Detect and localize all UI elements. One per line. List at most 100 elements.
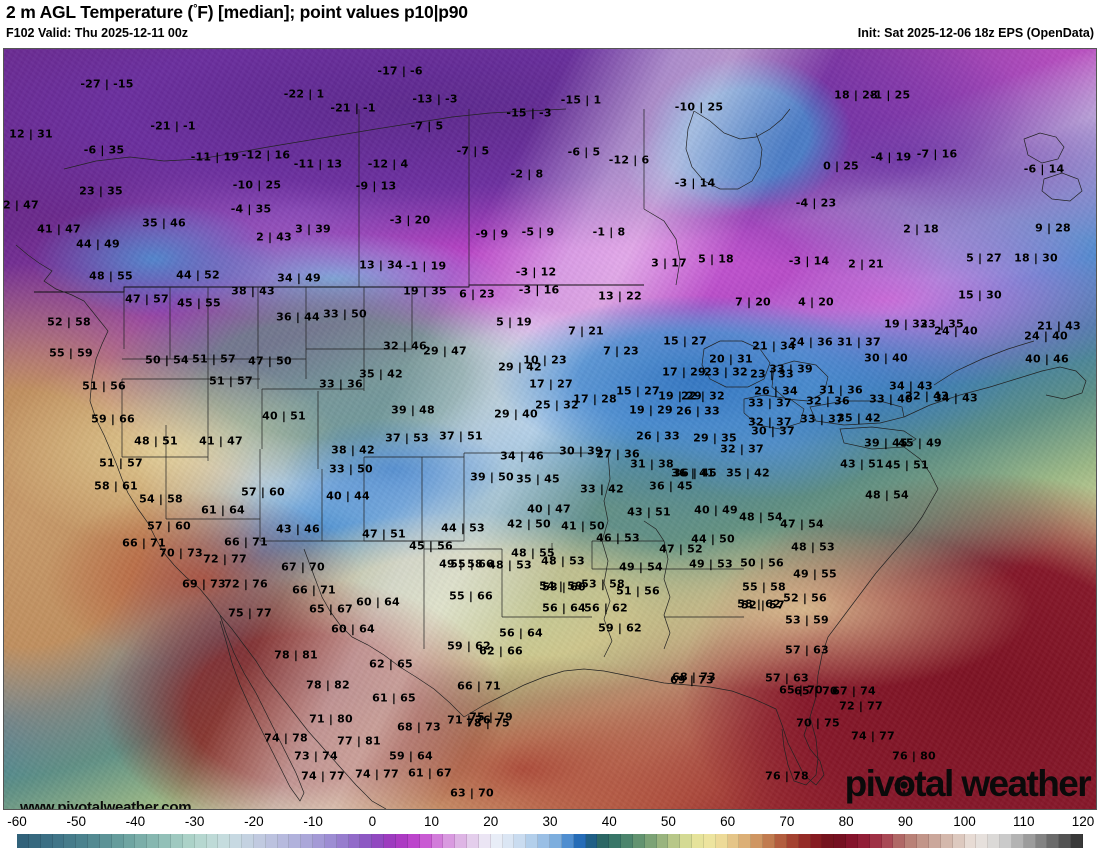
point-value: 42 | 47	[3, 198, 39, 212]
colorbar-cell	[609, 834, 622, 848]
colorbar-tick: 50	[660, 814, 676, 829]
point-value: -1 | 19	[405, 259, 447, 273]
point-value: 4 | 20	[798, 295, 834, 309]
colorbar-cell	[265, 834, 278, 848]
point-value: 51 | 57	[209, 374, 253, 388]
point-value: 48 | 51	[134, 434, 178, 448]
point-value: -3 | 14	[674, 176, 716, 190]
point-value: 36 | 45	[673, 466, 717, 480]
point-value: 59 | 64	[389, 749, 433, 763]
point-value: -10 | 25	[232, 178, 282, 192]
colorbar-tick: 100	[953, 814, 976, 829]
point-value: -12 | 6	[608, 153, 650, 167]
point-value: 9 | 28	[1035, 221, 1071, 235]
point-value: 40 | 49	[694, 503, 738, 517]
point-value: -1 | 25	[869, 88, 911, 102]
point-value: 44 | 53	[441, 521, 485, 535]
point-value: 33 | 50	[323, 307, 367, 321]
colorbar-cell	[751, 834, 764, 848]
point-value: 70 | 73	[159, 546, 203, 560]
point-value: 65 | 70	[779, 683, 823, 697]
point-value: 19 | 29	[629, 403, 673, 417]
point-value: 57 | 60	[241, 485, 285, 499]
colorbar-cell	[17, 834, 29, 848]
point-value: 71 | 80	[309, 712, 353, 726]
point-value: 54 | 58	[139, 492, 183, 506]
point-value: 20 | 31	[709, 352, 753, 366]
point-value: 61 | 64	[201, 503, 245, 517]
colorbar-tick: 20	[483, 814, 499, 829]
colorbar-tick: 0	[368, 814, 377, 829]
point-value: 26 | 34	[754, 384, 798, 398]
colorbar-cell	[194, 834, 207, 848]
point-value: 52 | 57	[741, 598, 785, 612]
colorbar-cell	[727, 834, 740, 848]
colorbar-tick: 40	[601, 814, 617, 829]
point-value: 21 | 43	[1037, 319, 1081, 333]
point-value: 15 | 27	[663, 334, 707, 348]
point-value: 47 | 52	[659, 542, 703, 556]
point-value: 2 | 18	[903, 222, 939, 236]
point-value: 56 | 64	[542, 601, 586, 615]
point-value: 45 | 51	[885, 458, 929, 472]
colorbar-cell	[218, 834, 231, 848]
point-value: 56 | 64	[499, 626, 543, 640]
point-value: 40 | 51	[262, 409, 306, 423]
point-value: 15 | 30	[958, 288, 1002, 302]
colorbar-cell	[692, 834, 704, 848]
colorbar-cell	[1071, 834, 1083, 848]
colorbar-cell	[455, 834, 468, 848]
point-value: -3 | 20	[389, 213, 431, 227]
colorbar-cell	[88, 834, 100, 848]
point-value: 34 | 46	[500, 449, 544, 463]
point-value: -6 | 14	[1023, 162, 1065, 176]
point-value: 44 | 50	[691, 532, 735, 546]
colorbar-cell	[384, 834, 396, 848]
colorbar-cell	[443, 834, 456, 848]
colorbar-cell	[822, 834, 835, 848]
colorbar-cell	[514, 834, 527, 848]
colorbar-cell	[502, 834, 515, 848]
point-value: -9 | 9	[475, 227, 509, 241]
colorbar-cell	[940, 834, 953, 848]
colorbar-cell	[585, 834, 598, 848]
point-value: -6 | 35	[83, 143, 125, 157]
colorbar-cell	[644, 834, 657, 848]
colorbar-cell	[135, 834, 148, 848]
point-value: -21 | -1	[150, 119, 196, 133]
point-value: 46 | 53	[596, 531, 640, 545]
colorbar-tick: 120	[1071, 814, 1095, 829]
valid-time-label: F102 Valid: Thu 2025-12-11 00z	[6, 26, 189, 40]
map-raster	[4, 49, 1096, 809]
point-value: -7 | 5	[410, 119, 444, 133]
point-value: 2 | 43	[256, 230, 292, 244]
colorbar: -60 -50 -40 -30 -20 -10 0 10 20 30 40 50 60 70 80 90 100…	[3, 814, 1097, 850]
point-value: -15 | 1	[560, 93, 602, 107]
point-value: 26 | 33	[676, 404, 720, 418]
point-value: 57 | 60	[147, 519, 191, 533]
colorbar-tick-labels: -60 -50 -40 -30 -20 -10 0 10 20 30 40 50 60 70 80 90 100…	[3, 814, 1097, 832]
point-value: 55 | 59	[49, 346, 93, 360]
point-value: 22 | 43	[905, 389, 949, 403]
point-value: 21 | 34	[752, 339, 796, 353]
point-value: 29 | 47	[423, 344, 467, 358]
point-value: 24 | 36	[789, 335, 833, 349]
point-value: 40 | 46	[1025, 352, 1069, 366]
colorbar-cell	[170, 834, 183, 848]
colorbar-cell	[905, 834, 918, 848]
point-value: -12 | 16	[241, 148, 291, 162]
point-value: 49 | 53	[689, 557, 733, 571]
colorbar-cell	[289, 834, 302, 848]
colorbar-tick: -10	[303, 814, 323, 829]
map-canvas[interactable]: -27 | -15 -22 | 1 12 | 31 -21 | -1 -21 | -1 -…	[3, 48, 1097, 810]
point-value: 61 | 67	[408, 766, 452, 780]
point-value: 31 | 36	[819, 383, 863, 397]
brand-watermark: pivotal weather	[844, 763, 1092, 804]
point-value: -11 | 13	[293, 157, 343, 171]
point-value: 30 | 37	[751, 424, 795, 438]
colorbar-cell	[1000, 834, 1012, 848]
point-value: 73 | 74	[294, 749, 338, 763]
point-value: 45 | 49	[898, 436, 942, 450]
colorbar-cell	[467, 834, 479, 848]
point-value: 78 | 82	[306, 678, 350, 692]
